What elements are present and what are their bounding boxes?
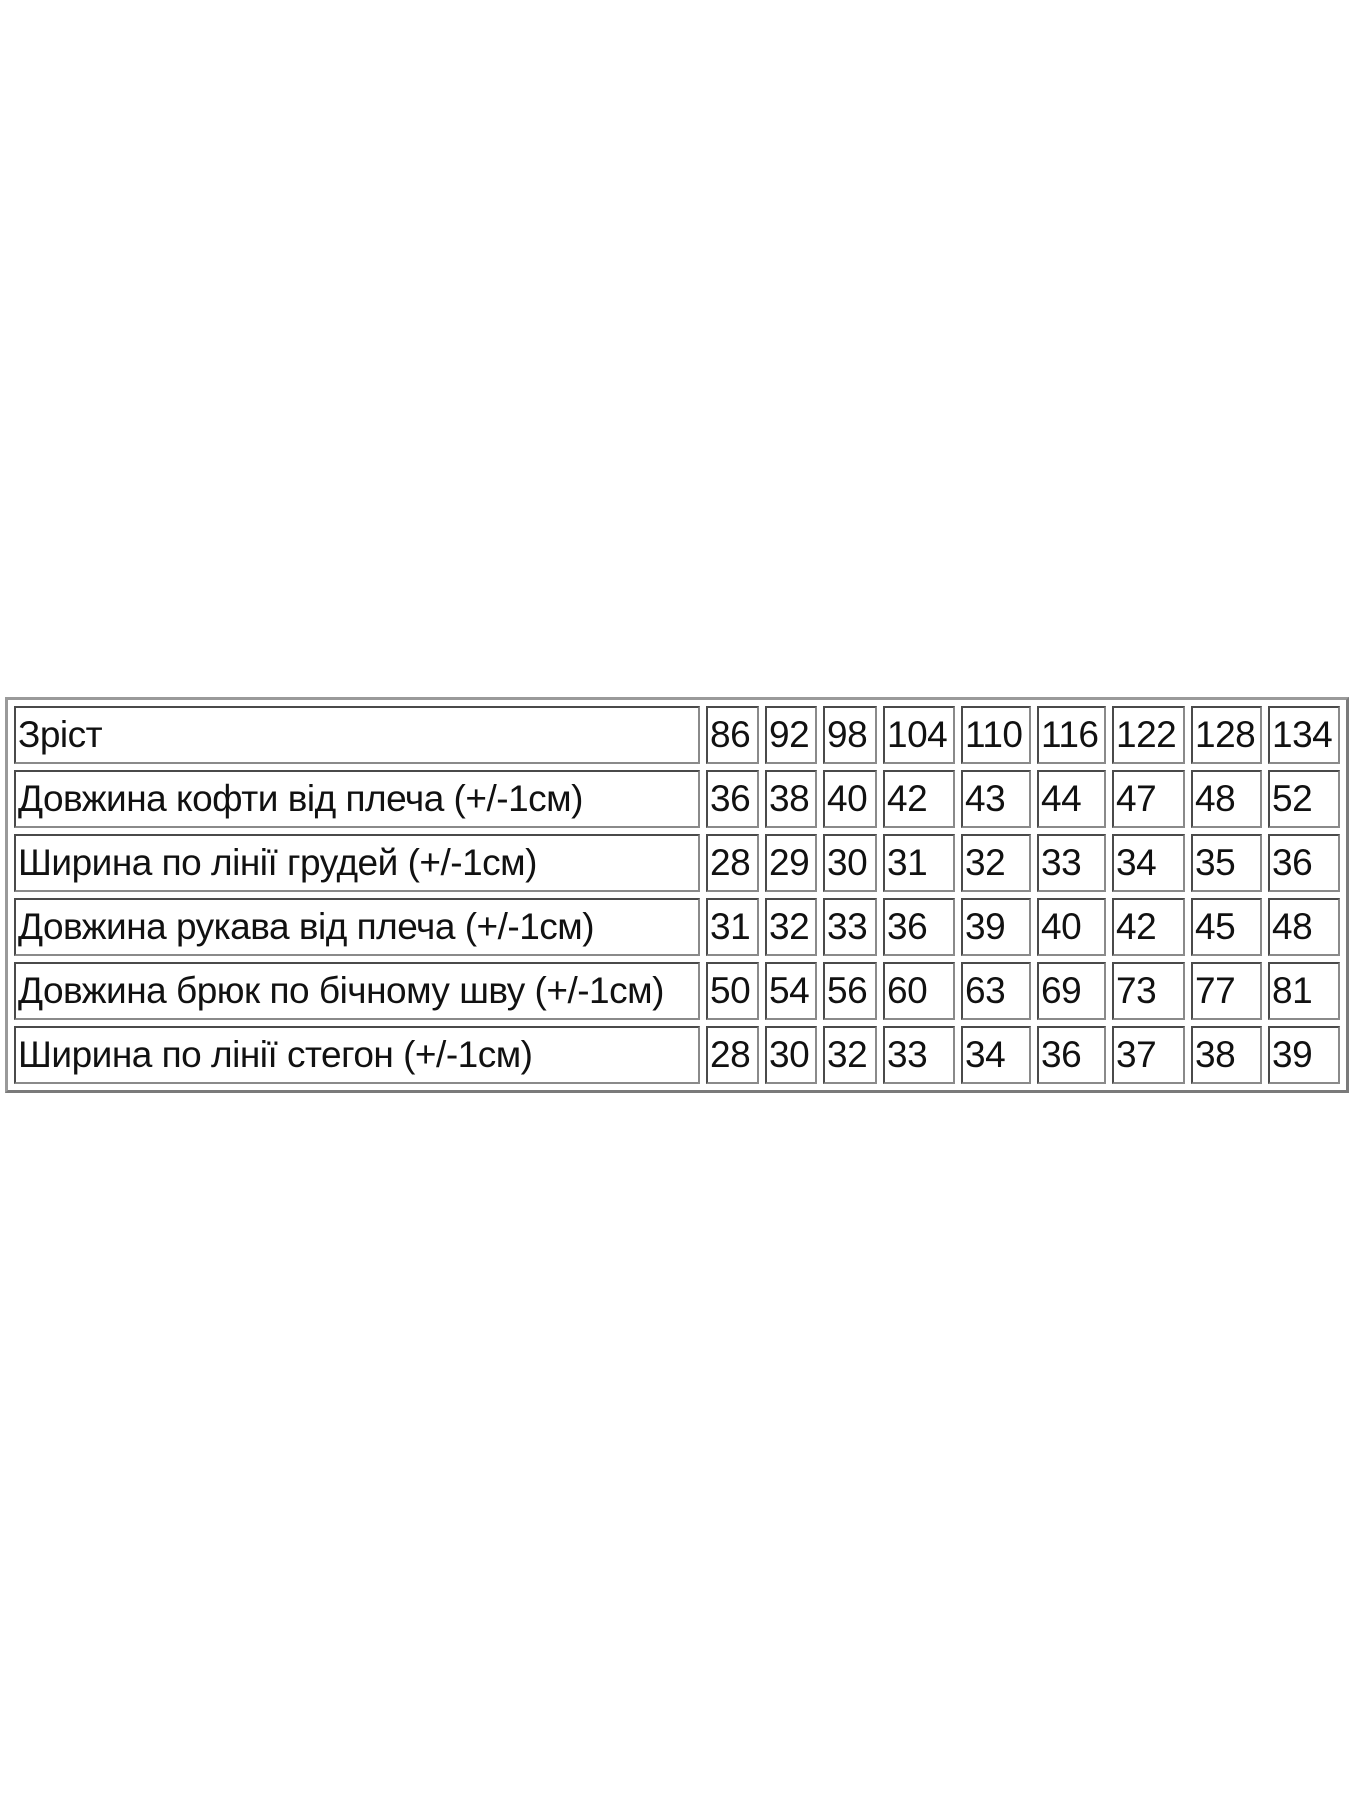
size-value-cell: 32 xyxy=(765,898,817,956)
size-chart-table: Зріст 86 92 98 104 110 116 122 128 134 Довжина коф… xyxy=(5,697,1349,1093)
size-value-cell: 31 xyxy=(883,834,955,892)
size-value-cell: 38 xyxy=(765,770,817,828)
row-label: Ширина по лінії стегон (+/-1см) xyxy=(14,1026,700,1084)
size-value-cell: 42 xyxy=(883,770,955,828)
size-value-cell: 48 xyxy=(1191,770,1262,828)
size-value-cell: 63 xyxy=(961,962,1031,1020)
size-value-cell: 38 xyxy=(1191,1026,1262,1084)
size-value-cell: 39 xyxy=(1268,1026,1340,1084)
size-value-cell: 28 xyxy=(706,834,759,892)
size-value-cell: 31 xyxy=(706,898,759,956)
size-value-cell: 86 xyxy=(706,706,759,764)
header-row-height: Зріст 86 92 98 104 110 116 122 128 134 xyxy=(14,706,1340,764)
size-value-cell: 69 xyxy=(1037,962,1106,1020)
size-value-cell: 44 xyxy=(1037,770,1106,828)
size-value-cell: 50 xyxy=(706,962,759,1020)
size-value-cell: 73 xyxy=(1112,962,1185,1020)
size-value-cell: 43 xyxy=(961,770,1031,828)
size-value-cell: 36 xyxy=(883,898,955,956)
size-value-cell: 33 xyxy=(823,898,877,956)
size-value-cell: 134 xyxy=(1268,706,1340,764)
size-value-cell: 110 xyxy=(961,706,1031,764)
size-value-cell: 35 xyxy=(1191,834,1262,892)
size-value-cell: 37 xyxy=(1112,1026,1185,1084)
size-value-cell: 77 xyxy=(1191,962,1262,1020)
size-value-cell: 128 xyxy=(1191,706,1262,764)
row-label: Довжина рукава від плеча (+/-1см) xyxy=(14,898,700,956)
measurement-row: Довжина брюк по бічному шву (+/-1см) 50 54… xyxy=(14,962,1340,1020)
size-value-cell: 104 xyxy=(883,706,955,764)
measurement-row: Ширина по лінії грудей (+/-1см) 28 29 30 31 3… xyxy=(14,834,1340,892)
size-value-cell: 34 xyxy=(961,1026,1031,1084)
size-value-cell: 40 xyxy=(1037,898,1106,956)
row-label: Ширина по лінії грудей (+/-1см) xyxy=(14,834,700,892)
measurement-row: Ширина по лінії стегон (+/-1см) 28 30 32 33 3… xyxy=(14,1026,1340,1084)
size-value-cell: 32 xyxy=(961,834,1031,892)
size-value-cell: 52 xyxy=(1268,770,1340,828)
size-value-cell: 32 xyxy=(823,1026,877,1084)
size-value-cell: 47 xyxy=(1112,770,1185,828)
size-value-cell: 40 xyxy=(823,770,877,828)
size-value-cell: 33 xyxy=(1037,834,1106,892)
size-value-cell: 60 xyxy=(883,962,955,1020)
size-value-cell: 56 xyxy=(823,962,877,1020)
size-value-cell: 48 xyxy=(1268,898,1340,956)
size-value-cell: 36 xyxy=(1037,1026,1106,1084)
size-value-cell: 29 xyxy=(765,834,817,892)
size-value-cell: 92 xyxy=(765,706,817,764)
size-value-cell: 81 xyxy=(1268,962,1340,1020)
size-value-cell: 98 xyxy=(823,706,877,764)
size-value-cell: 54 xyxy=(765,962,817,1020)
size-chart-body: Зріст 86 92 98 104 110 116 122 128 134 Довжина коф… xyxy=(14,706,1340,1084)
size-value-cell: 36 xyxy=(706,770,759,828)
size-value-cell: 33 xyxy=(883,1026,955,1084)
size-value-cell: 28 xyxy=(706,1026,759,1084)
size-value-cell: 39 xyxy=(961,898,1031,956)
row-label: Зріст xyxy=(14,706,700,764)
size-value-cell: 122 xyxy=(1112,706,1185,764)
measurement-row: Довжина рукава від плеча (+/-1см) 31 32 33 3… xyxy=(14,898,1340,956)
size-value-cell: 30 xyxy=(765,1026,817,1084)
measurement-row: Довжина кофти від плеча (+/-1см) 36 38 40 42… xyxy=(14,770,1340,828)
size-value-cell: 34 xyxy=(1112,834,1185,892)
size-value-cell: 36 xyxy=(1268,834,1340,892)
size-value-cell: 42 xyxy=(1112,898,1185,956)
row-label: Довжина брюк по бічному шву (+/-1см) xyxy=(14,962,700,1020)
size-value-cell: 45 xyxy=(1191,898,1262,956)
size-value-cell: 116 xyxy=(1037,706,1106,764)
size-value-cell: 30 xyxy=(823,834,877,892)
row-label: Довжина кофти від плеча (+/-1см) xyxy=(14,770,700,828)
